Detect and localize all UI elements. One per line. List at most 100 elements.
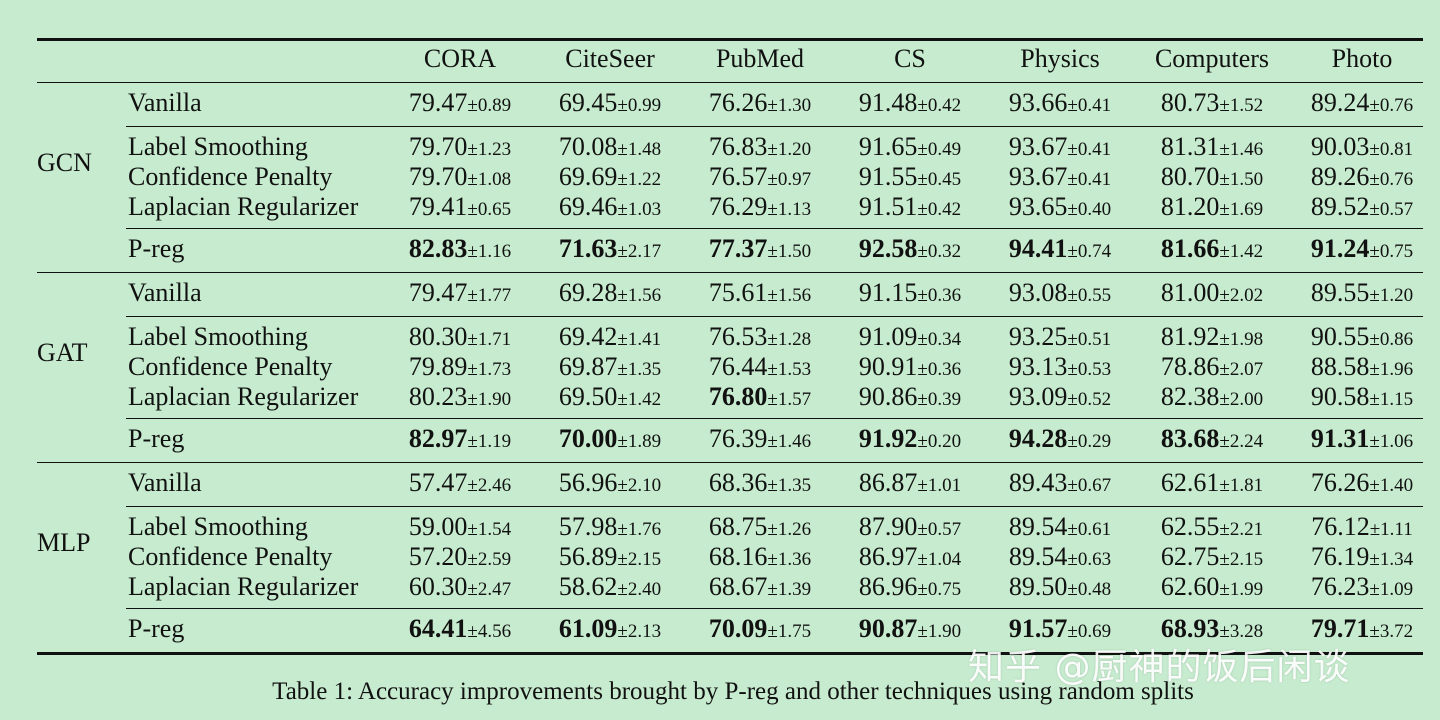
table-cell: 58.62±2.40 bbox=[530, 572, 690, 602]
cell-sd: ±2.15 bbox=[1219, 549, 1264, 570]
cell-sd: ±1.16 bbox=[467, 241, 512, 262]
cell-mean: 62.60 bbox=[1160, 572, 1220, 601]
cell-sd: ±1.40 bbox=[1369, 475, 1414, 496]
table-cell: 69.42±1.41 bbox=[530, 322, 690, 352]
cell-mean: 76.39 bbox=[708, 424, 768, 453]
cell-mean: 56.96 bbox=[558, 468, 618, 497]
cell-mean: 76.23 bbox=[1310, 572, 1370, 601]
table-cell: 68.36±1.35 bbox=[680, 468, 840, 498]
table-rule bbox=[126, 608, 1423, 610]
cell-sd: ±0.41 bbox=[1067, 169, 1112, 190]
cell-sd: ±1.50 bbox=[1219, 169, 1264, 190]
cell-mean: 89.24 bbox=[1310, 88, 1370, 117]
cell-mean: 70.09 bbox=[708, 614, 768, 643]
table-cell: 76.26±1.40 bbox=[1282, 468, 1440, 498]
table-cell: 82.83±1.16 bbox=[380, 234, 540, 264]
cell-sd: ±0.42 bbox=[917, 95, 962, 116]
cell-mean: 82.97 bbox=[408, 424, 468, 453]
cell-sd: ±0.76 bbox=[1369, 169, 1414, 190]
table-cell: 79.71±3.72 bbox=[1282, 614, 1440, 644]
cell-mean: 93.09 bbox=[1008, 382, 1068, 411]
table-cell: 57.47±2.46 bbox=[380, 468, 540, 498]
cell-sd: ±2.13 bbox=[617, 621, 662, 642]
cell-mean: 91.15 bbox=[858, 278, 918, 307]
table-cell: 62.75±2.15 bbox=[1132, 542, 1292, 572]
table-cell: 90.91±0.36 bbox=[830, 352, 990, 382]
cell-mean: 93.65 bbox=[1008, 192, 1068, 221]
table-cell: 81.00±2.02 bbox=[1132, 278, 1292, 308]
table-cell: 76.44±1.53 bbox=[680, 352, 840, 382]
cell-mean: 80.23 bbox=[408, 382, 468, 411]
table-cell: 80.30±1.71 bbox=[380, 322, 540, 352]
table-rule bbox=[126, 316, 1423, 318]
cell-sd: ±1.48 bbox=[617, 139, 662, 160]
cell-mean: 59.00 bbox=[408, 512, 468, 541]
cell-mean: 69.42 bbox=[558, 322, 618, 351]
cell-sd: ±0.55 bbox=[1067, 285, 1112, 306]
cell-mean: 80.30 bbox=[408, 322, 468, 351]
table-cell: 70.08±1.48 bbox=[530, 132, 690, 162]
table-cell: 88.58±1.96 bbox=[1282, 352, 1440, 382]
cell-sd: ±1.23 bbox=[467, 139, 512, 160]
table-cell: 93.09±0.52 bbox=[980, 382, 1140, 412]
table-rule bbox=[37, 82, 1423, 84]
cell-sd: ±1.50 bbox=[767, 241, 812, 262]
cell-mean: 90.58 bbox=[1310, 382, 1370, 411]
cell-mean: 82.83 bbox=[408, 234, 468, 263]
table-cell: 91.55±0.45 bbox=[830, 162, 990, 192]
table-cell: 57.20±2.59 bbox=[380, 542, 540, 572]
cell-sd: ±0.49 bbox=[917, 139, 962, 160]
table-cell: 62.60±1.99 bbox=[1132, 572, 1292, 602]
table-cell: 79.89±1.73 bbox=[380, 352, 540, 382]
cell-sd: ±1.71 bbox=[467, 329, 512, 350]
table-cell: 89.52±0.57 bbox=[1282, 192, 1440, 222]
cell-sd: ±2.02 bbox=[1219, 285, 1264, 306]
cell-sd: ±1.99 bbox=[1219, 579, 1264, 600]
cell-sd: ±0.57 bbox=[1369, 199, 1414, 220]
cell-sd: ±1.39 bbox=[767, 579, 812, 600]
table-cell: 68.16±1.36 bbox=[680, 542, 840, 572]
cell-mean: 78.86 bbox=[1160, 352, 1220, 381]
table-cell: 89.55±1.20 bbox=[1282, 278, 1440, 308]
method-label: Label Smoothing bbox=[128, 512, 308, 541]
table-cell: 56.89±2.15 bbox=[530, 542, 690, 572]
cell-sd: ±1.96 bbox=[1369, 359, 1414, 380]
cell-sd: ±0.32 bbox=[917, 241, 962, 262]
cell-mean: 88.58 bbox=[1310, 352, 1370, 381]
cell-mean: 86.96 bbox=[858, 572, 918, 601]
table-cell: 57.98±1.76 bbox=[530, 512, 690, 542]
cell-mean: 76.26 bbox=[1310, 468, 1370, 497]
cell-mean: 83.68 bbox=[1160, 424, 1220, 453]
cell-sd: ±0.41 bbox=[1067, 95, 1112, 116]
table-cell: 56.96±2.10 bbox=[530, 468, 690, 498]
cell-mean: 91.65 bbox=[858, 132, 918, 161]
cell-sd: ±1.09 bbox=[1369, 579, 1414, 600]
cell-sd: ±0.39 bbox=[917, 389, 962, 410]
cell-mean: 69.69 bbox=[558, 162, 618, 191]
cell-mean: 76.57 bbox=[708, 162, 768, 191]
table-cell: 61.09±2.13 bbox=[530, 614, 690, 644]
cell-mean: 68.75 bbox=[708, 512, 768, 541]
table-cell: 62.61±1.81 bbox=[1132, 468, 1292, 498]
method-label: Confidence Penalty bbox=[128, 542, 333, 571]
cell-sd: ±0.86 bbox=[1369, 329, 1414, 350]
group-label: MLP bbox=[37, 528, 91, 557]
cell-sd: ±1.77 bbox=[467, 285, 512, 306]
cell-mean: 76.29 bbox=[708, 192, 768, 221]
cell-mean: 57.20 bbox=[408, 542, 468, 571]
cell-sd: ±0.52 bbox=[1067, 389, 1112, 410]
cell-sd: ±3.28 bbox=[1219, 621, 1264, 642]
cell-mean: 80.70 bbox=[1160, 162, 1220, 191]
cell-mean: 80.73 bbox=[1160, 88, 1220, 117]
cell-mean: 93.08 bbox=[1008, 278, 1068, 307]
table-cell: 82.38±2.00 bbox=[1132, 382, 1292, 412]
table-cell: 76.29±1.13 bbox=[680, 192, 840, 222]
table-cell: 69.69±1.22 bbox=[530, 162, 690, 192]
table-cell: 90.55±0.86 bbox=[1282, 322, 1440, 352]
cell-mean: 86.87 bbox=[858, 468, 918, 497]
cell-sd: ±4.56 bbox=[467, 621, 512, 642]
table-cell: 93.66±0.41 bbox=[980, 88, 1140, 118]
cell-sd: ±0.81 bbox=[1369, 139, 1414, 160]
cell-sd: ±2.07 bbox=[1219, 359, 1264, 380]
